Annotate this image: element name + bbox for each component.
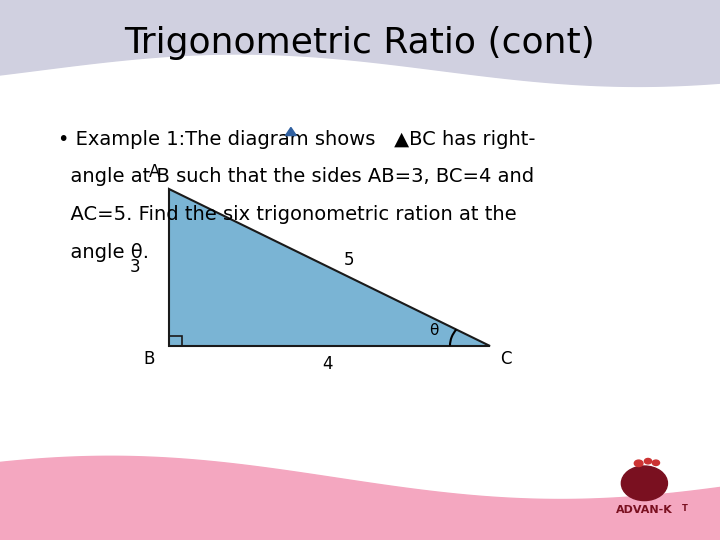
Text: 4: 4 bbox=[323, 355, 333, 373]
Circle shape bbox=[634, 460, 643, 467]
Text: A: A bbox=[148, 163, 160, 181]
Text: angle at B such that the sides AB=3, BC=4 and: angle at B such that the sides AB=3, BC=… bbox=[58, 167, 534, 186]
Text: ADVAN-K: ADVAN-K bbox=[616, 505, 672, 515]
Circle shape bbox=[652, 460, 660, 465]
Text: C: C bbox=[500, 350, 512, 368]
Polygon shape bbox=[285, 127, 297, 136]
Text: T: T bbox=[682, 504, 688, 513]
Text: AC=5. Find the six trigonometric ration at the: AC=5. Find the six trigonometric ration … bbox=[58, 205, 516, 224]
Circle shape bbox=[644, 458, 652, 464]
Text: angle θ.: angle θ. bbox=[58, 243, 148, 262]
Text: B: B bbox=[143, 350, 155, 368]
Text: 5: 5 bbox=[344, 251, 355, 269]
Text: 3: 3 bbox=[130, 258, 140, 276]
Text: Trigonometric Ratio (cont): Trigonometric Ratio (cont) bbox=[125, 26, 595, 60]
Text: θ: θ bbox=[428, 323, 438, 338]
Polygon shape bbox=[169, 189, 490, 346]
Circle shape bbox=[621, 466, 667, 501]
Text: • Example 1:The diagram shows   ▲BC has right-: • Example 1:The diagram shows ▲BC has ri… bbox=[58, 130, 535, 148]
